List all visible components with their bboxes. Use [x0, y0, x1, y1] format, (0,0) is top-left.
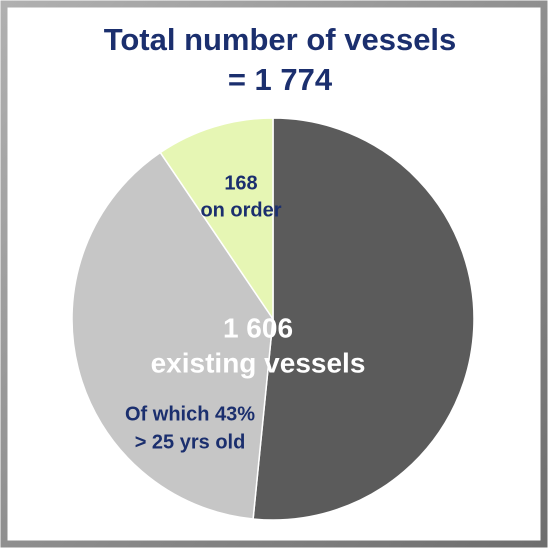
annotation: on order: [200, 199, 281, 221]
annotation: > 25 yrs old: [135, 431, 246, 453]
annotation: existing vessels: [151, 347, 366, 378]
pie: [71, 117, 475, 521]
chart-title: Total number of vessels: [104, 22, 457, 57]
pie-slice: [252, 117, 475, 521]
pie-slice: [71, 151, 274, 520]
annotation: 168: [224, 172, 257, 194]
pie-slice: [159, 117, 274, 322]
annotation: 1 606: [223, 312, 293, 343]
annotations: 168 on order 1 606 existing vessels Of which…: [125, 172, 365, 453]
annotation: Of which 43%: [125, 403, 255, 425]
chart-subtitle: = 1 774: [228, 62, 333, 97]
